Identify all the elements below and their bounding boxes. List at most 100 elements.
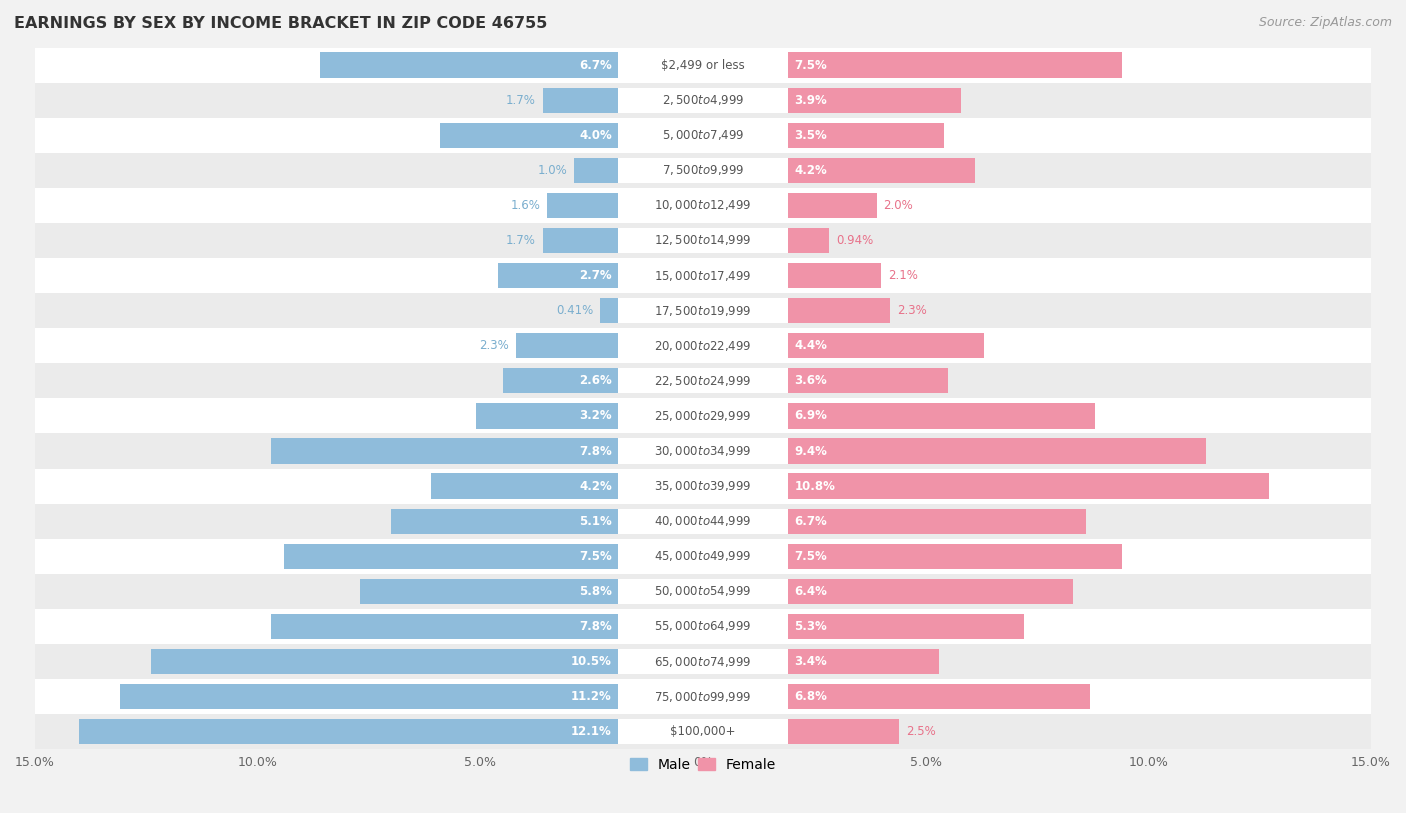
Text: 7.5%: 7.5% [794,550,827,563]
Text: $12,500 to $14,999: $12,500 to $14,999 [654,233,752,247]
Bar [600,298,619,324]
Text: $50,000 to $54,999: $50,000 to $54,999 [654,585,752,598]
Text: 6.8%: 6.8% [794,690,827,703]
Text: 1.7%: 1.7% [506,234,536,247]
Bar [498,263,619,289]
Text: 10.8%: 10.8% [794,480,835,493]
Bar [35,714,1371,750]
Bar [619,193,787,218]
Bar [787,684,1091,709]
Bar [619,579,787,604]
Text: 3.4%: 3.4% [794,655,827,668]
Bar [787,193,877,218]
Bar [35,644,1371,679]
Bar [619,52,787,78]
Text: 5.3%: 5.3% [794,620,827,633]
Text: 0.94%: 0.94% [837,234,873,247]
Bar [619,614,787,639]
Bar [391,509,619,534]
Bar [35,398,1371,433]
Bar [619,649,787,674]
Bar [284,544,619,569]
Text: $30,000 to $34,999: $30,000 to $34,999 [654,444,752,458]
Text: 4.2%: 4.2% [579,480,612,493]
Text: 7.5%: 7.5% [579,550,612,563]
Text: 2.5%: 2.5% [905,725,935,738]
Text: 3.6%: 3.6% [794,374,827,387]
Bar [35,223,1371,258]
Legend: Male, Female: Male, Female [624,752,782,777]
Bar [619,333,787,359]
Text: 6.9%: 6.9% [794,410,827,423]
Text: $25,000 to $29,999: $25,000 to $29,999 [654,409,752,423]
Bar [35,47,1371,83]
Bar [787,298,890,324]
Bar [619,719,787,745]
Text: $35,000 to $39,999: $35,000 to $39,999 [654,479,752,493]
Bar [35,328,1371,363]
Text: 10.5%: 10.5% [571,655,612,668]
Bar [432,473,619,498]
Text: 5.8%: 5.8% [579,585,612,598]
Bar [120,684,619,709]
Text: $2,500 to $4,999: $2,500 to $4,999 [662,93,744,107]
Text: 2.7%: 2.7% [579,269,612,282]
Bar [787,719,898,745]
Bar [547,193,619,218]
Text: $20,000 to $22,499: $20,000 to $22,499 [654,339,752,353]
Bar [787,544,1122,569]
Bar [35,574,1371,609]
Bar [787,614,1024,639]
Text: 0.41%: 0.41% [557,304,593,317]
Text: 7.5%: 7.5% [794,59,827,72]
Text: 4.2%: 4.2% [794,164,827,176]
Bar [440,123,619,148]
Text: $2,499 or less: $2,499 or less [661,59,745,72]
Bar [271,614,619,639]
Text: 5.1%: 5.1% [579,515,612,528]
Text: 1.0%: 1.0% [537,164,567,176]
Text: 4.4%: 4.4% [794,339,827,352]
Text: $65,000 to $74,999: $65,000 to $74,999 [654,654,752,668]
Bar [787,509,1085,534]
Bar [35,503,1371,539]
Text: 1.7%: 1.7% [506,93,536,107]
Bar [787,333,984,359]
Text: 6.7%: 6.7% [794,515,827,528]
Bar [787,88,962,113]
Bar [787,263,882,289]
Text: 3.5%: 3.5% [794,128,827,141]
Bar [787,438,1206,463]
Bar [787,158,974,183]
Text: 9.4%: 9.4% [794,445,827,458]
Bar [35,609,1371,644]
Bar [35,468,1371,503]
Text: 2.0%: 2.0% [883,199,912,212]
Text: $7,500 to $9,999: $7,500 to $9,999 [662,163,744,177]
Bar [619,123,787,148]
Bar [619,158,787,183]
Bar [35,83,1371,118]
Bar [35,188,1371,223]
Bar [360,579,619,604]
Text: $100,000+: $100,000+ [671,725,735,738]
Text: $55,000 to $64,999: $55,000 to $64,999 [654,620,752,633]
Text: 1.6%: 1.6% [510,199,540,212]
Bar [619,438,787,463]
Text: EARNINGS BY SEX BY INCOME BRACKET IN ZIP CODE 46755: EARNINGS BY SEX BY INCOME BRACKET IN ZIP… [14,16,547,31]
Bar [787,228,830,253]
Text: 6.7%: 6.7% [579,59,612,72]
Bar [619,403,787,428]
Text: 2.3%: 2.3% [479,339,509,352]
Text: 7.8%: 7.8% [579,445,612,458]
Text: $5,000 to $7,499: $5,000 to $7,499 [662,128,744,142]
Bar [787,52,1122,78]
Bar [502,368,619,393]
Bar [619,263,787,289]
Text: 2.3%: 2.3% [897,304,927,317]
Bar [80,719,619,745]
Bar [35,539,1371,574]
Bar [619,88,787,113]
Text: $75,000 to $99,999: $75,000 to $99,999 [654,689,752,703]
Text: $17,500 to $19,999: $17,500 to $19,999 [654,304,752,318]
